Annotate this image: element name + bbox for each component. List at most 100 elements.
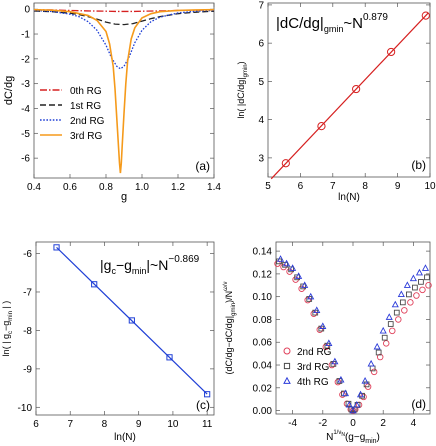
x-tick-label: 6 (298, 181, 304, 192)
y-tick-label: -10 (18, 403, 33, 414)
y-axis-label-main: (dC/dg−dC/dg| (224, 316, 234, 375)
legend-marker (283, 376, 291, 384)
data-point-triangle (353, 400, 361, 408)
fit-line (270, 12, 429, 180)
annotation-main: |g (100, 257, 111, 273)
y-tick-label: -5 (21, 129, 30, 140)
data-point-circle (376, 353, 384, 361)
y-tick-label: -6 (21, 154, 30, 165)
data-point-circle (328, 361, 336, 369)
y-tick-label: -9 (23, 364, 32, 375)
x-tick-label: 6 (33, 419, 39, 430)
x-axis-label: ln(N) (338, 192, 360, 203)
data-point (204, 391, 211, 398)
annotation-exponent: 0.879 (363, 12, 388, 23)
plot-frame (267, 2, 431, 178)
x-tick-label: 1.2 (171, 182, 185, 193)
y-tick-label: 0.14 (253, 247, 273, 258)
panel-label: (c) (196, 398, 210, 412)
data-point-triangle (349, 406, 357, 414)
panel-a: 0.4 0.6 0.8 1.0 1.2 1.4 0 -1 -2 -3 -4 -5 -6 0th RG 1st… (3, 2, 221, 203)
y-axis-label-main: ln( |dC/dg| (236, 77, 246, 118)
legend-label: 2nd RG (297, 347, 332, 358)
x-tick-label: 7 (330, 181, 336, 192)
x-tick-label: 4 (411, 418, 417, 429)
data-point-circle (322, 343, 330, 351)
data-point (91, 281, 98, 288)
legend: 2nd RG 3rd RG 4th RG (283, 347, 332, 388)
data-point-circle (407, 299, 414, 306)
data-point-triangle (337, 375, 345, 383)
data-point-circle (389, 327, 396, 335)
data-point-square (387, 321, 394, 327)
y-axis-label-subscript-2: min (8, 311, 14, 321)
fit-line (56, 246, 208, 395)
legend-marker (283, 362, 291, 370)
data-point-square (418, 279, 424, 285)
data-point-square (345, 400, 352, 407)
data-point-triangle (319, 322, 327, 329)
x-axis-label-main: N (326, 432, 333, 443)
x-tick-label: 5 (265, 181, 271, 192)
data-point-square (336, 378, 343, 384)
data-point (387, 47, 396, 57)
data-point-triangle (356, 390, 365, 398)
y-axis-label: dC/dg (3, 76, 15, 105)
data-point-triangle (289, 264, 297, 271)
y-tick-label: 0.06 (253, 338, 273, 349)
x-tick-label: 7 (67, 419, 73, 430)
data-point-triangle (276, 255, 285, 262)
y-axis-label-subscript: gmin (243, 64, 249, 77)
x-axis-label-exponent-subscript: N (341, 432, 345, 438)
data-point-circle (425, 282, 432, 289)
y-axis-label-exponent: ω/ν (223, 282, 229, 291)
data-point-square (381, 334, 388, 341)
data-point (317, 122, 326, 131)
x-tick-label: 10 (167, 419, 179, 430)
y-tick-label: -4 (21, 104, 30, 115)
data-point-triangle (367, 359, 375, 367)
panel-c: 6 7 8 9 10 11-6-7-8-9-10|gc−gmin|~N−0.869(c)l… (1, 241, 215, 443)
panel-d: -4 -2 0 2 4 0.00 0.02 0.04 0.06 0.08 0.10 0.12 0.14 2… (223, 241, 432, 445)
data-point-triangle (391, 300, 399, 308)
y-tick-label: -1 (21, 30, 30, 41)
x-tick-label: 0.4 (27, 182, 41, 193)
data-point-triangle (331, 357, 339, 365)
data-point-square (412, 284, 418, 291)
annotation-subscript-2: min (132, 266, 147, 276)
data-point-triangle (295, 272, 303, 279)
data-point-circle (401, 307, 408, 314)
x-axis-label-rest: (g−g (345, 432, 365, 443)
x-tick-label: 11 (202, 419, 213, 430)
x-axis-label-subscript: min (365, 438, 376, 445)
annotation: |dC/dg|gmin~N0.879 (276, 12, 388, 34)
legend-marker (283, 347, 291, 355)
x-tick-label: 9 (395, 181, 401, 192)
legend-label: 3rd RG (70, 131, 102, 142)
y-tick-label: 0.04 (253, 361, 273, 372)
data-point-triangle (403, 281, 411, 288)
y-tick-label: 0 (24, 5, 30, 16)
legend-label: 2nd RG (70, 116, 105, 127)
data-point-square (363, 381, 370, 388)
panel-label: (d) (411, 397, 426, 411)
data-point-circle (413, 292, 420, 299)
data-point-triangle (373, 342, 381, 350)
y-tick-label: 5 (258, 77, 264, 88)
plot-frame (35, 241, 215, 416)
x-tick-label: 8 (102, 419, 108, 430)
y-axis-label: (dC/dg−dC/dg|gmin)/Nω/ν (223, 282, 237, 375)
data-point-square (406, 291, 412, 298)
y-tick-label: 3 (258, 153, 264, 164)
data-point (128, 317, 135, 324)
data-point-triangle (385, 313, 393, 320)
x-axis-label-exponent: 1/ν (333, 430, 341, 436)
data-point-circle (395, 316, 402, 323)
series-4th-rg (276, 255, 430, 414)
legend-label: 1st RG (70, 101, 101, 112)
plot-frame (33, 2, 215, 179)
annotation-mid: ~N (343, 15, 363, 32)
x-tick-label: 0 (350, 418, 356, 429)
data-point (166, 354, 173, 361)
x-tick-label: 2 (380, 418, 386, 429)
